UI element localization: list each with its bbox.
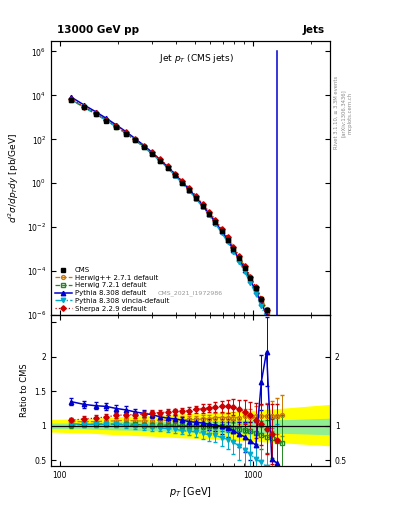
Y-axis label: $d^{2}\sigma/dp_{T}dy$ [pb/GeV]: $d^{2}\sigma/dp_{T}dy$ [pb/GeV] xyxy=(7,133,21,223)
Y-axis label: Ratio to CMS: Ratio to CMS xyxy=(20,364,29,417)
Text: Jet $p_{T}$ (CMS jets): Jet $p_{T}$ (CMS jets) xyxy=(159,52,233,65)
Text: mcplots.cern.ch: mcplots.cern.ch xyxy=(348,92,353,134)
Text: [arXiv:1306.3436]: [arXiv:1306.3436] xyxy=(341,89,345,137)
X-axis label: $p_{T}$ [GeV]: $p_{T}$ [GeV] xyxy=(169,485,212,499)
Text: 13000 GeV pp: 13000 GeV pp xyxy=(57,26,139,35)
Text: Rivet 3.1.10, ≥ 3.3M events: Rivet 3.1.10, ≥ 3.3M events xyxy=(334,76,338,150)
Legend: CMS, Herwig++ 2.7.1 default, Herwig 7.2.1 default, Pythia 8.308 default, Pythia : CMS, Herwig++ 2.7.1 default, Herwig 7.2.… xyxy=(53,266,171,313)
Text: Jets: Jets xyxy=(303,26,325,35)
Text: CMS_2021_I1972986: CMS_2021_I1972986 xyxy=(158,290,223,296)
